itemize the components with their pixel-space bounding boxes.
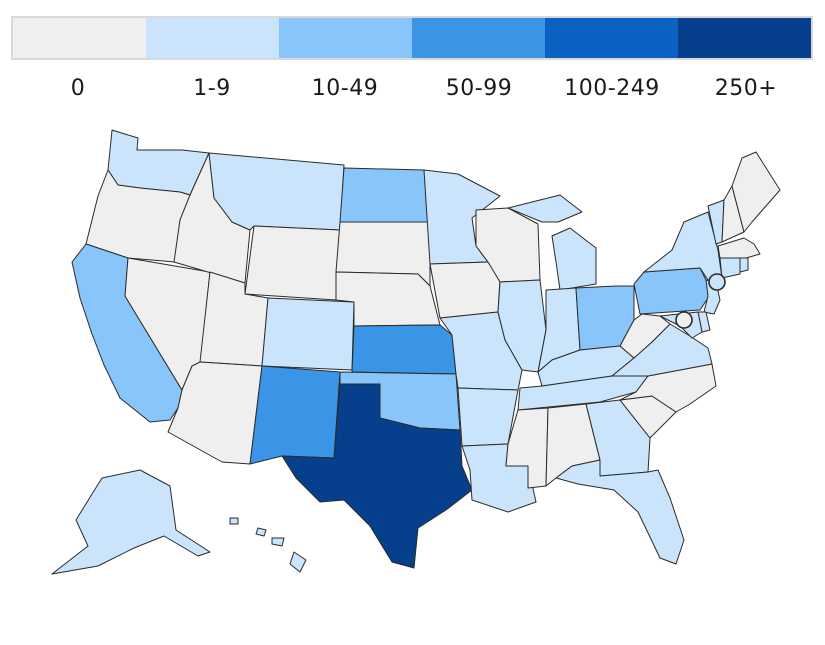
- state-new-mexico[interactable]: [249, 365, 341, 465]
- state-florida[interactable]: [555, 459, 685, 565]
- legend-label-2: 10-49: [311, 76, 379, 101]
- state-pennsylvania[interactable]: [633, 267, 713, 315]
- state-kansas[interactable]: [351, 324, 457, 375]
- state-hawaii[interactable]: [229, 517, 307, 573]
- state-alaska[interactable]: [51, 469, 211, 575]
- state-arkansas[interactable]: [457, 387, 519, 447]
- legend-swatch-0: [13, 18, 146, 58]
- legend-swatch-2: [279, 18, 412, 58]
- state-new-york[interactable]: [643, 211, 723, 287]
- state-texas[interactable]: [281, 383, 473, 569]
- legend-swatch-5: [678, 18, 811, 58]
- legend-label-5: 250+: [714, 76, 778, 101]
- state-colorado[interactable]: [261, 297, 355, 371]
- legend-label-1: 1-9: [193, 76, 231, 101]
- state-iowa[interactable]: [429, 261, 501, 319]
- state-west-virginia[interactable]: [619, 313, 671, 359]
- state-illinois[interactable]: [497, 279, 547, 373]
- city-marker-washington-dc[interactable]: [675, 311, 693, 329]
- legend-swatch-3: [412, 18, 545, 58]
- state-connecticut[interactable]: [719, 257, 741, 279]
- legend-label-3: 50-99: [445, 76, 513, 101]
- legend-color-bar: [11, 16, 813, 60]
- legend-label-0: 0: [70, 76, 86, 101]
- state-maine[interactable]: [731, 151, 781, 233]
- state-rhode-island[interactable]: [739, 257, 749, 273]
- state-north-dakota[interactable]: [339, 167, 431, 223]
- state-montana[interactable]: [208, 152, 345, 231]
- state-wyoming[interactable]: [244, 225, 341, 301]
- legend-swatch-1: [146, 18, 279, 58]
- state-michigan[interactable]: [507, 194, 597, 291]
- legend-swatch-4: [545, 18, 678, 58]
- legend-label-4: 100-249: [564, 76, 660, 101]
- city-marker-new-york[interactable]: [708, 273, 726, 291]
